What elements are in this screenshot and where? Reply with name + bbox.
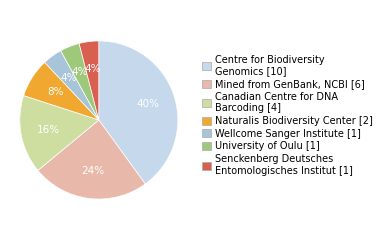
Wedge shape [45, 51, 99, 120]
Wedge shape [20, 96, 99, 170]
Text: 24%: 24% [81, 166, 104, 176]
Text: 4%: 4% [72, 67, 88, 77]
Text: 8%: 8% [47, 87, 64, 97]
Text: 4%: 4% [60, 73, 77, 84]
Legend: Centre for Biodiversity
Genomics [10], Mined from GenBank, NCBI [6], Canadian Ce: Centre for Biodiversity Genomics [10], M… [203, 55, 373, 176]
Wedge shape [99, 41, 178, 184]
Text: 40%: 40% [136, 99, 159, 109]
Wedge shape [24, 62, 99, 120]
Text: 4%: 4% [84, 64, 101, 74]
Wedge shape [38, 120, 145, 199]
Text: 16%: 16% [37, 125, 60, 135]
Wedge shape [61, 43, 99, 120]
Wedge shape [79, 41, 99, 120]
